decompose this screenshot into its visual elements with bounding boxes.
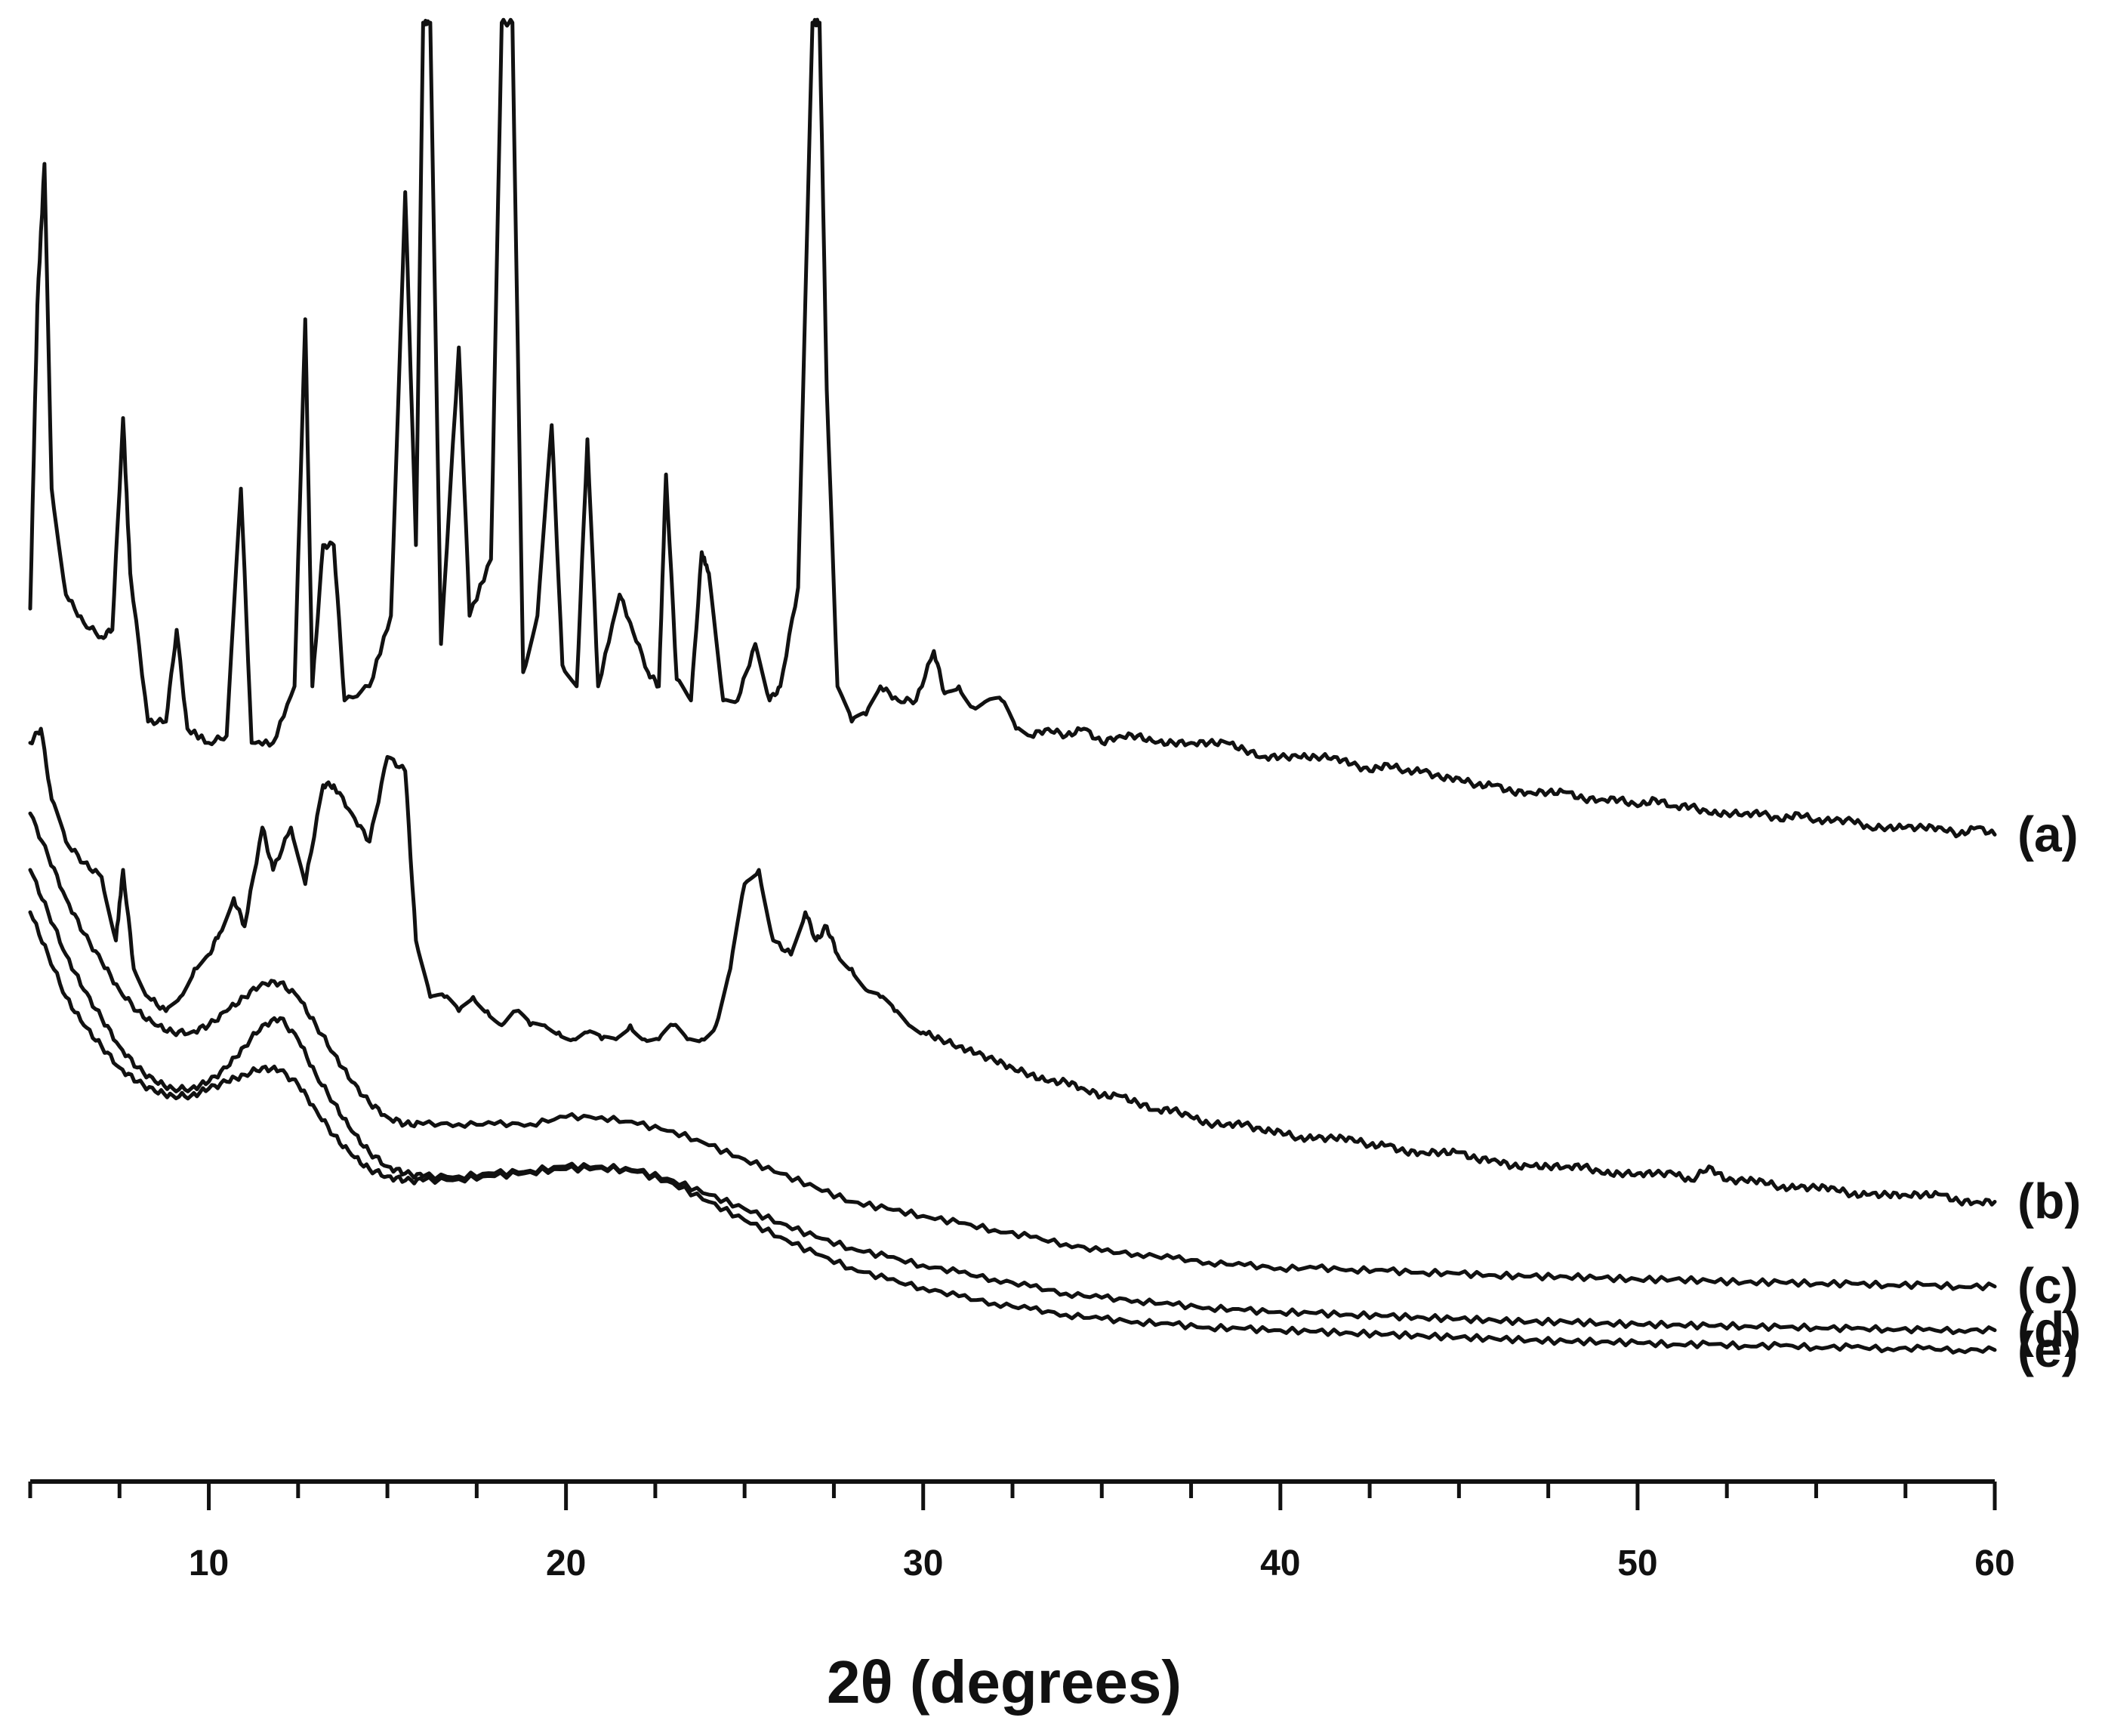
x-tick-label: 60 xyxy=(1974,1543,2014,1583)
series-label-c: (c) xyxy=(2017,1258,2079,1314)
series-labels: (a) (b) (c)(d)(e) xyxy=(2017,806,2081,1377)
xrd-traces xyxy=(28,17,1997,1355)
series-label-e: (e) xyxy=(2017,1321,2079,1377)
xrd-trace-b xyxy=(28,726,1997,1207)
xrd-trace-c xyxy=(28,811,1997,1291)
x-tick-label: 10 xyxy=(189,1543,229,1583)
x-axis-ticks: 10 20 30 40 50 60 xyxy=(28,1482,2015,1583)
series-label-a: (a) xyxy=(2017,806,2079,862)
x-tick-label: 50 xyxy=(1617,1543,1657,1583)
xrd-trace-a xyxy=(28,17,1997,839)
x-tick-label: 20 xyxy=(546,1543,586,1583)
xrd-trace-d xyxy=(28,868,1997,1336)
series-label-b: (b) xyxy=(2017,1173,2081,1229)
series-label-d: (d) xyxy=(2017,1302,2081,1358)
x-tick-label: 40 xyxy=(1260,1543,1300,1583)
xrd-trace-e xyxy=(28,910,1997,1355)
x-axis-title: 2θ (degrees) xyxy=(827,1648,1182,1716)
x-tick-label: 30 xyxy=(903,1543,943,1583)
